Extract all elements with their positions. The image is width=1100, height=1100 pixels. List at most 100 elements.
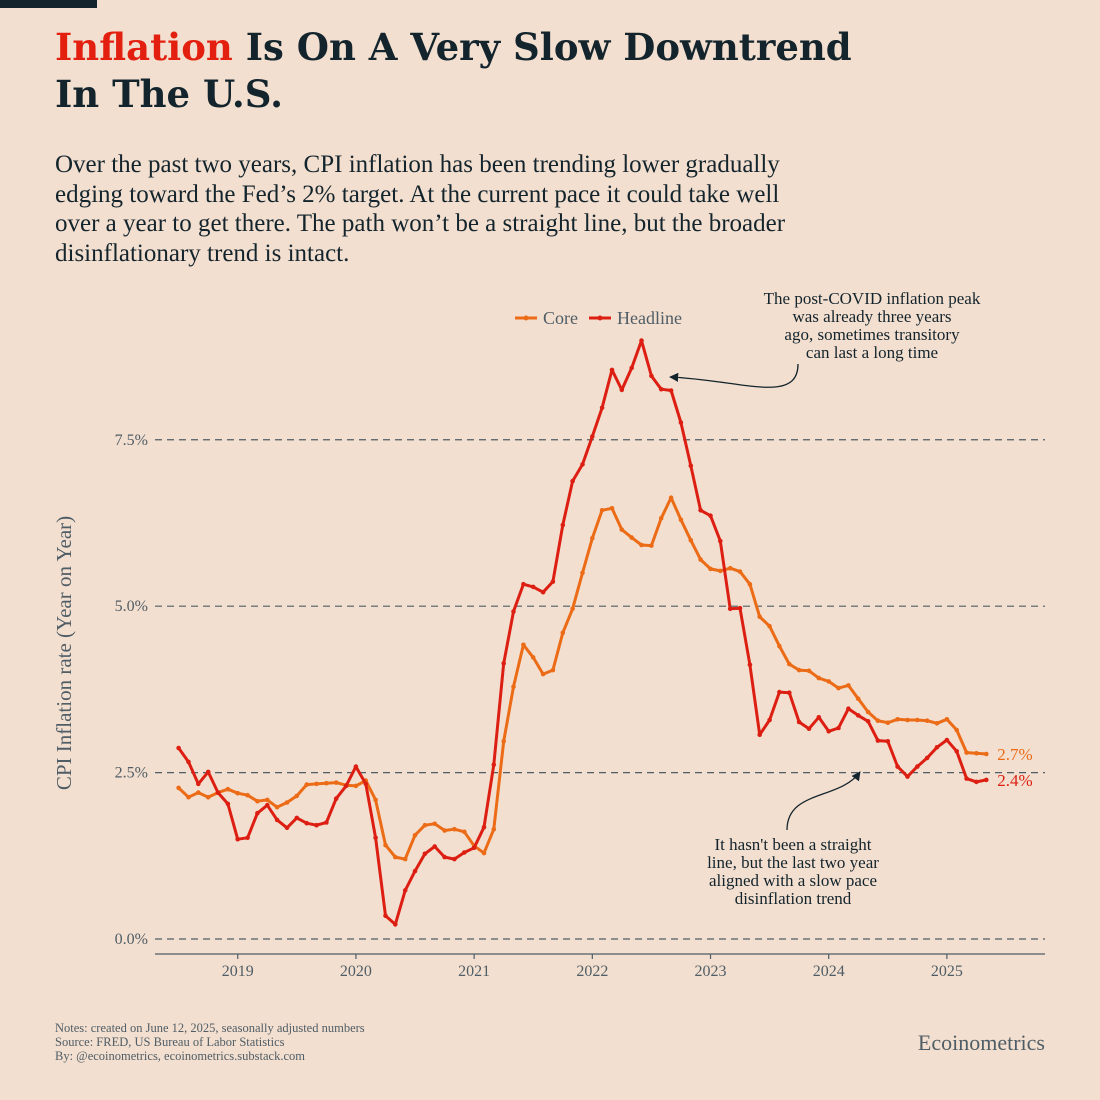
data-point-headline (649, 373, 654, 379)
data-point-headline (570, 478, 575, 484)
data-point-core (530, 655, 536, 660)
data-point-headline (205, 769, 211, 775)
data-point-core (924, 718, 930, 723)
data-point-headline (718, 538, 723, 544)
data-point-headline (255, 810, 260, 816)
y-tick-label: 0.0% (115, 931, 148, 948)
notes-text: Notes: created on June 12, 2025, seasona… (55, 1021, 365, 1035)
data-point-core (658, 516, 664, 521)
data-point-headline (274, 817, 280, 823)
data-point-headline (540, 589, 546, 595)
data-point-headline (176, 745, 181, 751)
data-point-core (698, 557, 703, 562)
legend-marker-core (523, 315, 529, 321)
legend-marker-headline (597, 315, 603, 321)
data-point-headline (294, 815, 300, 821)
data-point-core (777, 643, 782, 649)
data-point-headline (787, 690, 792, 695)
data-point-headline (333, 796, 339, 801)
data-point-headline (304, 820, 310, 826)
data-point-headline (481, 824, 487, 830)
data-point-core (599, 508, 605, 513)
data-point-core (186, 794, 191, 800)
data-point-headline (698, 508, 703, 513)
data-point-headline (442, 854, 447, 860)
chart-subtitle: Over the past two years, CPI inflation h… (55, 151, 786, 267)
data-point-core (570, 606, 575, 612)
data-point-core (668, 495, 674, 501)
data-point-headline (964, 776, 969, 781)
data-point-core (649, 543, 654, 548)
data-point-headline (777, 689, 782, 695)
data-point-headline (924, 755, 930, 761)
data-point-headline (678, 420, 684, 425)
data-point-core (905, 717, 910, 723)
data-point-headline (934, 745, 940, 750)
legend-label-core: Core (543, 308, 578, 328)
data-point-headline (619, 387, 625, 393)
end-label-core: 2.7% (997, 745, 1032, 764)
data-point-headline (865, 719, 871, 724)
x-tick-label: 2025 (931, 963, 963, 980)
data-point-core (491, 826, 497, 832)
x-tick-label: 2019 (222, 963, 254, 980)
data-point-core (422, 822, 428, 828)
data-point-core (590, 536, 595, 541)
data-point-headline (875, 738, 881, 743)
data-point-headline (471, 845, 477, 851)
data-point-core (481, 850, 487, 856)
data-point-core (353, 783, 359, 789)
data-point-core (875, 718, 881, 723)
data-point-core (511, 684, 516, 689)
data-point-core (727, 565, 733, 571)
y-tick-label: 2.5% (115, 765, 148, 782)
data-point-headline (944, 737, 950, 743)
title-highlight: Inflation (55, 25, 233, 69)
data-point-core (688, 538, 694, 543)
data-point-headline (402, 888, 408, 893)
data-point-core (383, 842, 388, 848)
data-point-headline (727, 606, 733, 612)
data-point-headline (314, 822, 319, 828)
data-point-headline (609, 367, 615, 373)
data-point-core (816, 675, 822, 681)
data-point-headline (757, 732, 762, 737)
data-point-core (718, 568, 723, 574)
data-point-headline (521, 581, 526, 587)
data-point-headline (885, 739, 891, 744)
x-tick-label: 2022 (576, 963, 608, 980)
data-point-headline (668, 388, 674, 393)
data-point-headline (954, 749, 959, 754)
data-point-headline (688, 463, 694, 469)
data-point-core (402, 856, 408, 862)
data-point-core (521, 642, 526, 648)
title-rest: Is On A Very Slow Downtrend (232, 25, 852, 69)
y-tick-label: 7.5% (115, 432, 148, 449)
data-point-headline (265, 802, 270, 808)
data-point-headline (580, 462, 585, 467)
footer-notes: Notes: created on June 12, 2025, seasona… (55, 1021, 365, 1063)
annotation-trend-line: It hasn't been a straight (715, 835, 872, 854)
data-point-headline (324, 820, 329, 825)
data-point-headline (393, 922, 398, 927)
data-point-core (314, 781, 319, 787)
brand-name: Ecoinometrics (917, 1030, 1045, 1055)
data-point-core (629, 535, 634, 540)
data-point-core (964, 750, 969, 755)
data-point-core (895, 717, 900, 722)
data-point-headline (422, 851, 428, 857)
data-point-core (855, 696, 861, 701)
data-point-core (580, 570, 585, 576)
data-point-core (393, 854, 398, 860)
data-point-headline (708, 513, 713, 518)
data-point-headline (974, 779, 979, 785)
data-point-core (885, 720, 891, 725)
data-point-core (708, 566, 713, 572)
data-point-core (915, 717, 920, 723)
data-point-core (294, 793, 300, 799)
data-point-headline (462, 850, 467, 855)
annotation-trend-line: aligned with a slow pace (709, 871, 877, 890)
data-point-core (934, 721, 940, 726)
source-text: Source: FRED, US Bureau of Labor Statist… (55, 1035, 285, 1049)
data-point-headline (196, 781, 201, 787)
